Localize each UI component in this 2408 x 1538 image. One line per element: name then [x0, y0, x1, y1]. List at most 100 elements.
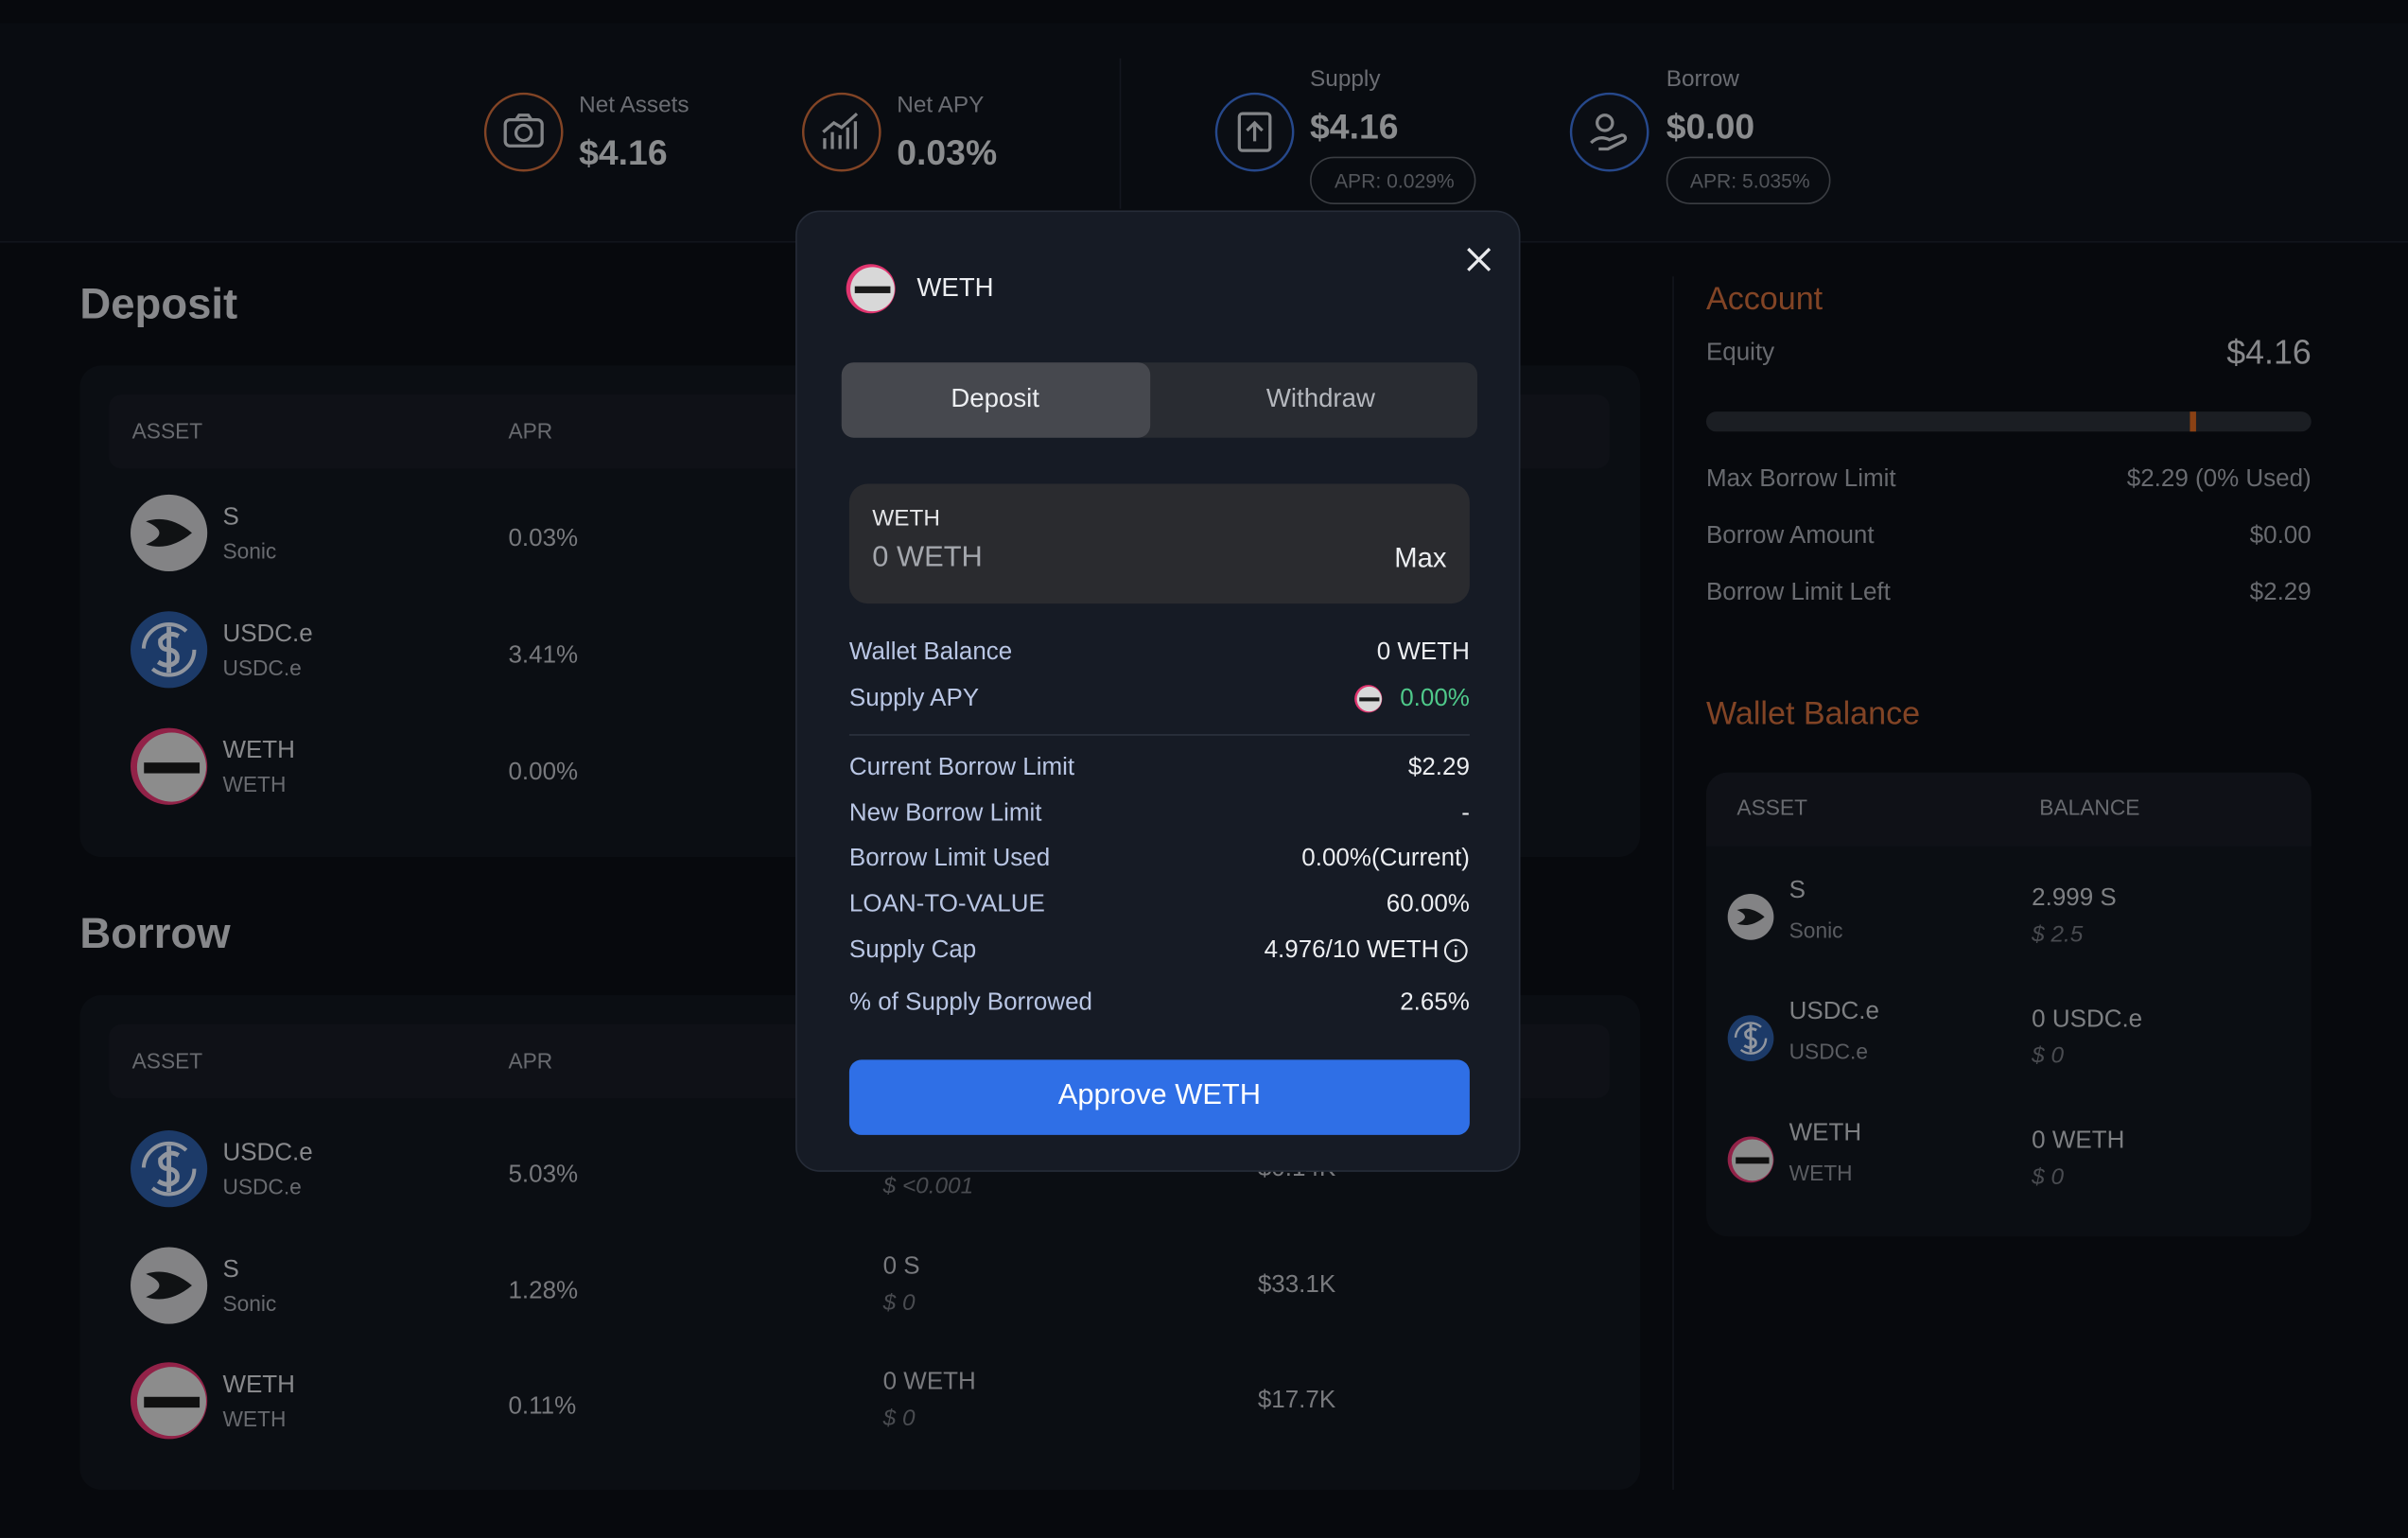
wallet-usd: $ 0 — [2032, 1042, 2065, 1070]
account-value: $2.29 (0% Used) — [2126, 465, 2312, 493]
stat-value: 0.03% — [897, 131, 998, 173]
asset-icon — [1727, 1136, 1774, 1183]
asset-name: Sonic — [222, 538, 277, 564]
asset-name: USDC.e — [1789, 1039, 1869, 1064]
apy-icon — [1354, 685, 1383, 713]
wallet-usd: $ 0 — [2032, 1163, 2065, 1191]
apr-pill-text: APR: 5.035% — [1689, 168, 1810, 193]
detail-value: 0 WETH — [1376, 639, 1470, 666]
wallet-balance: 0 WETH — [2032, 1127, 2125, 1155]
tab-label: Deposit — [951, 383, 1039, 413]
apr-pill: APR: 5.035% — [1666, 156, 1831, 204]
input-amount: 0 WETH — [872, 541, 983, 574]
account-label: Max Borrow Limit — [1705, 465, 1896, 493]
info-glyph — [1443, 938, 1468, 963]
detail-label: LOAN-TO-VALUE — [848, 891, 1045, 918]
column-header: APR — [508, 1048, 553, 1074]
account-label: Borrow Amount — [1705, 522, 1875, 550]
detail-value: - — [1461, 800, 1470, 828]
stat-value: $4.16 — [579, 131, 668, 173]
asset-icon — [131, 611, 208, 689]
asset-usd: $ 0 — [882, 1289, 916, 1317]
side-divider — [1672, 276, 1674, 1491]
detail-value: 4.976/10 WETH — [1264, 937, 1440, 964]
close-button[interactable] — [1462, 243, 1496, 277]
wallet-balance: 0 USDC.e — [2032, 1006, 2143, 1033]
asset-symbol: USDC.e — [1789, 999, 1879, 1025]
modal-asset-icon — [846, 264, 896, 314]
detail-value: 60.00% — [1386, 891, 1470, 918]
asset-symbol: WETH — [222, 738, 295, 764]
stat-label: Net APY — [897, 92, 985, 119]
modal-title: WETH — [916, 272, 994, 303]
asset-liquidity: $33.1K — [1257, 1272, 1336, 1299]
stat-value: $0.00 — [1666, 106, 1755, 147]
tabs: Deposit Withdraw — [841, 362, 1478, 438]
wallet-usd: $ 2.5 — [2032, 921, 2084, 948]
info-icon — [1443, 938, 1468, 963]
asset-symbol: S — [1789, 877, 1806, 904]
asset-symbol: WETH — [222, 1372, 295, 1399]
asset-symbol: S — [222, 1256, 239, 1284]
asset-amount: 0 S — [882, 1253, 920, 1281]
asset-liquidity: $17.7K — [1257, 1387, 1336, 1414]
asset-name: USDC.e — [222, 1174, 302, 1199]
detail-label: Supply APY — [848, 685, 980, 712]
detail-value: 2.65% — [1400, 989, 1470, 1016]
approve-button[interactable]: Approve WETH — [848, 1059, 1470, 1135]
header-divider — [1119, 58, 1122, 209]
modal: WETH Deposit Withdraw WETH 0 WETH Max Wallet B… — [795, 210, 1521, 1172]
asset-name: WETH — [222, 1406, 287, 1431]
approve-label: Approve WETH — [1057, 1078, 1262, 1111]
account-label: Borrow Limit Left — [1705, 579, 1891, 606]
wallet-title: Wallet Balance — [1705, 696, 1921, 732]
wallet-panel — [1705, 772, 2312, 1237]
asset-apr: 3.41% — [508, 642, 579, 669]
borrow-icon — [1569, 92, 1649, 172]
column-header: ASSET — [1736, 795, 1807, 820]
section-title: Borrow — [79, 909, 231, 957]
equity-value: $4.16 — [2226, 333, 2312, 372]
apr-pill-text: APR: 0.029% — [1334, 168, 1455, 193]
account-title: Account — [1705, 281, 1823, 318]
asset-symbol: USDC.e — [222, 1140, 313, 1167]
account-value: $0.00 — [2249, 522, 2312, 550]
tab-active[interactable]: Deposit — [841, 362, 1151, 438]
apr-pill: APR: 0.029% — [1310, 156, 1476, 204]
detail-divider — [848, 734, 1470, 736]
equity-label: Equity — [1705, 340, 1775, 367]
stat-label: Net Assets — [579, 92, 689, 119]
stat-label: Borrow — [1666, 65, 1739, 93]
asset-apr: 0.11% — [508, 1393, 577, 1420]
section-title: Deposit — [79, 279, 238, 328]
detail-label: % of Supply Borrowed — [848, 989, 1092, 1016]
wallet-header — [1705, 772, 2312, 847]
net-assets-icon — [483, 92, 564, 172]
asset-symbol: USDC.e — [222, 620, 313, 648]
asset-name: USDC.e — [222, 655, 302, 680]
asset-apr: 1.28% — [508, 1278, 579, 1305]
asset-icon — [1727, 1015, 1774, 1061]
asset-usd: $ 0 — [882, 1405, 916, 1432]
asset-apr: 0.00% — [508, 759, 579, 786]
column-header: BALANCE — [2039, 795, 2140, 820]
detail-value: $2.29 — [1407, 754, 1470, 781]
column-header: ASSET — [131, 1048, 203, 1074]
asset-apr: 5.03% — [508, 1162, 579, 1188]
asset-apr: 0.03% — [508, 525, 579, 552]
progress-marker — [2190, 411, 2196, 432]
net-apy-icon — [801, 92, 881, 172]
detail-value: 0.00% — [1400, 685, 1470, 712]
asset-symbol: S — [222, 504, 239, 531]
tab[interactable]: Withdraw — [1150, 362, 1477, 438]
asset-symbol: WETH — [1789, 1120, 1862, 1146]
column-header: ASSET — [131, 418, 203, 444]
detail-label: Wallet Balance — [848, 639, 1013, 666]
asset-icon — [131, 494, 208, 572]
asset-name: WETH — [1789, 1160, 1853, 1185]
stat-label: Supply — [1310, 65, 1381, 93]
max-button[interactable]: Max — [1394, 542, 1447, 573]
stat-value: $4.16 — [1310, 106, 1399, 147]
